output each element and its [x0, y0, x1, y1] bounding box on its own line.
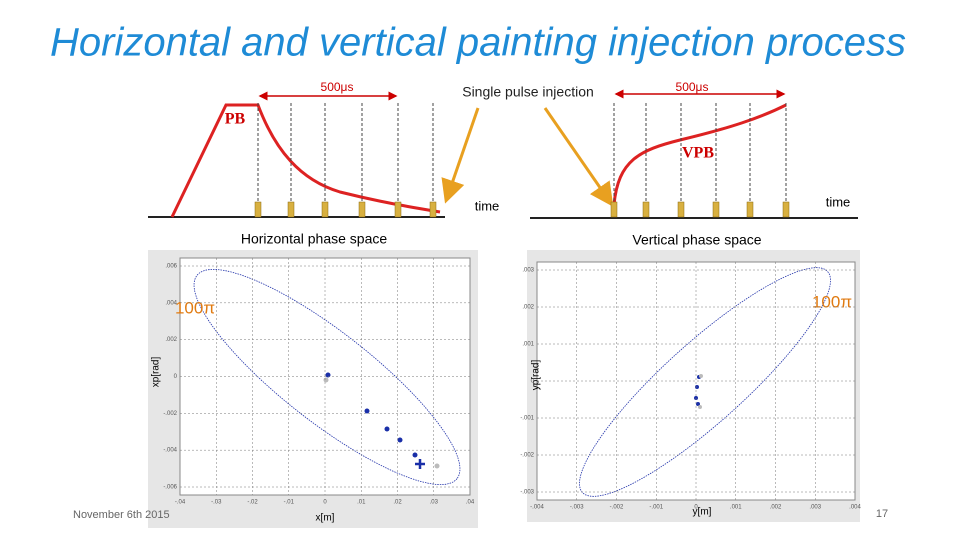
- x-tick-label: -.02: [247, 500, 258, 506]
- x-tick-label: -.04: [175, 500, 186, 506]
- vpb-curve: [612, 103, 787, 206]
- y-tick-label: -.004: [163, 448, 177, 454]
- y-tick-label: -.001: [520, 416, 534, 422]
- pulse: [287, 201, 295, 218]
- ellipse: [193, 269, 461, 485]
- curve-label: VPB: [682, 145, 714, 162]
- y-tick-label: .006: [165, 264, 177, 270]
- pulse: [610, 201, 618, 218]
- pulse: [746, 201, 754, 218]
- axis-label: xp[rad]: [151, 356, 162, 387]
- ellipse: [579, 267, 831, 497]
- panel-title: Horizontal phase space: [241, 231, 388, 247]
- x-tick-label: .02: [393, 500, 402, 506]
- x-tick-label: -.002: [610, 505, 624, 511]
- axis-label: x[m]: [316, 513, 335, 524]
- x-tick-label: .004: [849, 505, 861, 511]
- injection-arrow: [543, 107, 614, 207]
- pulse: [394, 201, 402, 218]
- x-tick-label: -.004: [530, 505, 544, 511]
- axis-label: time: [475, 198, 500, 213]
- page-number: 17: [876, 508, 888, 520]
- axis-label: y[m]: [693, 507, 712, 518]
- x-tick-label: .003: [809, 505, 821, 511]
- interval-label: 500μs: [321, 80, 354, 94]
- emittance: 100π: [175, 298, 215, 317]
- y-tick-label: -.003: [520, 490, 534, 496]
- x-tick-label: .001: [730, 505, 742, 511]
- pulse: [642, 201, 650, 218]
- pulse: [782, 201, 790, 218]
- x-tick-label: -.01: [284, 500, 295, 506]
- y-tick-label: .004: [165, 300, 177, 306]
- center-label: Single pulse injection: [462, 84, 594, 100]
- pb-curve: [170, 103, 441, 218]
- marker: [415, 459, 425, 469]
- x-tick-label: -.001: [649, 505, 663, 511]
- footer-date: November 6th 2015: [73, 509, 170, 521]
- x-tick-label: -.003: [570, 505, 584, 511]
- y-tick-label: .001: [522, 342, 534, 348]
- axis-label: time: [826, 194, 851, 209]
- y-tick-label: .002: [165, 337, 177, 343]
- y-tick-label: .002: [522, 305, 534, 311]
- interval-label: 500μs: [676, 80, 709, 94]
- panel-title: Vertical phase space: [632, 232, 761, 248]
- emittance: 100π: [812, 292, 852, 311]
- x-tick-label: -.03: [211, 500, 222, 506]
- y-tick-label: 0: [531, 379, 535, 385]
- x-tick-label: .002: [770, 505, 782, 511]
- pulse: [254, 201, 262, 218]
- x-tick-label: 0: [323, 500, 327, 506]
- pulse: [712, 201, 720, 218]
- y-tick-label: -.002: [163, 411, 177, 417]
- pulse: [677, 201, 685, 218]
- y-tick-label: .003: [522, 268, 534, 274]
- injection-arrow: [441, 107, 480, 204]
- plot-area: [536, 261, 856, 501]
- y-tick-label: -.006: [163, 485, 177, 491]
- pulse: [358, 201, 366, 218]
- title: Horizontal and vertical painting injecti…: [50, 21, 906, 65]
- y-tick-label: 0: [174, 374, 178, 380]
- pulse: [429, 201, 437, 218]
- x-tick-label: .01: [357, 500, 366, 506]
- y-tick-label: -.002: [520, 453, 534, 459]
- x-tick-label: .04: [466, 500, 475, 506]
- pulse: [321, 201, 329, 218]
- x-tick-label: 0: [694, 505, 698, 511]
- x-tick-label: .03: [430, 500, 439, 506]
- axis-label: yp[rad]: [531, 359, 542, 390]
- curve-label: PB: [225, 111, 246, 128]
